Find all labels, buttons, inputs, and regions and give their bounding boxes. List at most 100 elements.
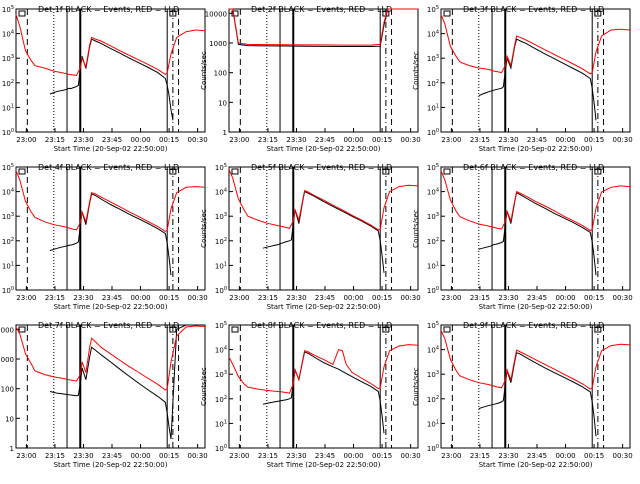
corner-box-left: [443, 168, 451, 175]
y-axis-label: Counts/sec: [200, 209, 208, 248]
y-tick-label: 101: [2, 261, 14, 270]
y-tick-exponent: 0: [436, 128, 439, 134]
y-tick-exponent: 2: [224, 237, 227, 243]
y-tick-label: 10000: [0, 326, 14, 334]
series-lld-line: [228, 344, 419, 394]
plot-frame: [15, 324, 206, 449]
series-lld-line: [15, 170, 206, 232]
y-tick-label: 100: [2, 128, 14, 137]
corner-box-left: [18, 10, 26, 17]
series-events-line: [262, 351, 385, 434]
y-tick-label: 104: [215, 346, 227, 355]
x-tick-label: 23:45: [102, 294, 122, 302]
series-events-line: [262, 190, 385, 273]
y-tick-label: 102: [215, 395, 227, 404]
x-tick-label: 23:45: [527, 136, 547, 144]
corner-box-right: [594, 10, 602, 17]
plot-frame: [228, 8, 419, 133]
x-tick-label: 23:30: [73, 136, 93, 144]
y-tick-label: 102: [427, 79, 439, 88]
x-tick-label: 23:30: [73, 294, 93, 302]
x-tick-label: 00:15: [584, 136, 604, 144]
y-tick-label: 103: [427, 54, 439, 63]
plot-frame: [15, 166, 206, 291]
chart-panel-6: Det 6f BLACK = Events, RED = LLD10010110…: [412, 163, 633, 311]
y-tick-label: 10: [5, 415, 14, 423]
x-axis-label: Start Time (20-Sep-02 22:50:00): [54, 303, 168, 311]
y-tick-exponent: 5: [224, 163, 227, 169]
series-lld-line: [15, 325, 206, 391]
y-tick-label: 102: [2, 237, 14, 246]
y-tick-exponent: 1: [11, 261, 14, 267]
x-tick-label: 23:00: [229, 136, 249, 144]
y-axis-label: Counts/sec: [200, 367, 208, 406]
y-tick-exponent: 2: [224, 395, 227, 401]
y-tick-exponent: 1: [436, 261, 439, 267]
y-tick-label: 101: [2, 103, 14, 112]
y-tick-label: 10: [218, 99, 227, 107]
x-tick-label: 23:45: [315, 294, 335, 302]
y-tick-exponent: 1: [224, 419, 227, 425]
y-tick-exponent: 3: [11, 212, 14, 218]
x-tick-label: 00:00: [130, 294, 150, 302]
y-tick-label: 100: [1, 386, 14, 394]
corner-box-right: [382, 168, 390, 175]
plot-frame: [228, 166, 419, 291]
x-tick-label: 23:45: [102, 452, 122, 460]
corner-box-right: [594, 168, 602, 175]
x-tick-label: 23:15: [470, 136, 490, 144]
x-tick-label: 23:00: [229, 294, 249, 302]
series-events-line: [229, 8, 418, 47]
series-events-line: [478, 191, 597, 276]
y-tick-label: 103: [2, 212, 14, 221]
y-tick-label: 101: [427, 261, 439, 270]
x-tick-label: 23:15: [45, 136, 65, 144]
y-tick-label: 104: [215, 188, 227, 197]
x-tick-label: 23:00: [229, 452, 249, 460]
y-tick-exponent: 3: [436, 212, 439, 218]
y-tick-label: 102: [215, 237, 227, 246]
y-tick-label: 104: [427, 346, 439, 355]
y-tick-label: 102: [427, 237, 439, 246]
y-tick-label: 103: [215, 212, 227, 221]
x-tick-label: 00:30: [613, 136, 633, 144]
x-tick-label: 23:15: [258, 294, 278, 302]
y-tick-label: 102: [427, 395, 439, 404]
y-tick-exponent: 4: [436, 346, 439, 352]
y-tick-exponent: 4: [224, 188, 227, 194]
y-tick-label: 105: [2, 163, 14, 172]
x-tick-label: 00:00: [555, 452, 575, 460]
x-axis-label: Start Time (20-Sep-02 22:50:00): [54, 461, 168, 469]
y-tick-label: 100: [427, 444, 439, 453]
chart-panel-2: Det 2f BLACK = Events, RED = LLD11010010…: [200, 5, 421, 153]
x-tick-label: 23:30: [498, 452, 518, 460]
x-tick-label: 00:30: [188, 294, 208, 302]
plot-frame: [15, 8, 206, 133]
y-axis-label: Counts/sec: [412, 51, 420, 90]
y-tick-label: 100: [2, 286, 14, 295]
series-lld-line: [440, 170, 631, 232]
x-tick-label: 23:00: [16, 136, 36, 144]
x-tick-label: 00:00: [130, 452, 150, 460]
y-tick-exponent: 1: [436, 419, 439, 425]
y-tick-exponent: 4: [436, 30, 439, 36]
y-axis-label: Counts/sec: [412, 209, 420, 248]
corner-box-right: [169, 10, 177, 17]
y-tick-label: 105: [427, 163, 439, 172]
plot-frame: [440, 166, 631, 291]
corner-box-right: [169, 326, 177, 333]
x-tick-label: 23:30: [286, 294, 306, 302]
y-axis-label: Counts/sec: [200, 51, 208, 90]
x-tick-label: 23:15: [45, 452, 65, 460]
y-tick-exponent: 4: [224, 346, 227, 352]
corner-box-left: [18, 168, 26, 175]
y-tick-label: 103: [2, 54, 14, 63]
x-tick-label: 23:15: [470, 294, 490, 302]
x-tick-label: 23:15: [45, 294, 65, 302]
series-events-line: [49, 324, 205, 440]
x-tick-label: 23:45: [315, 136, 335, 144]
y-tick-exponent: 3: [436, 54, 439, 60]
x-axis-label: Start Time (20-Sep-02 22:50:00): [54, 145, 168, 153]
y-tick-exponent: 3: [224, 370, 227, 376]
y-tick-label: 1000: [0, 356, 14, 364]
